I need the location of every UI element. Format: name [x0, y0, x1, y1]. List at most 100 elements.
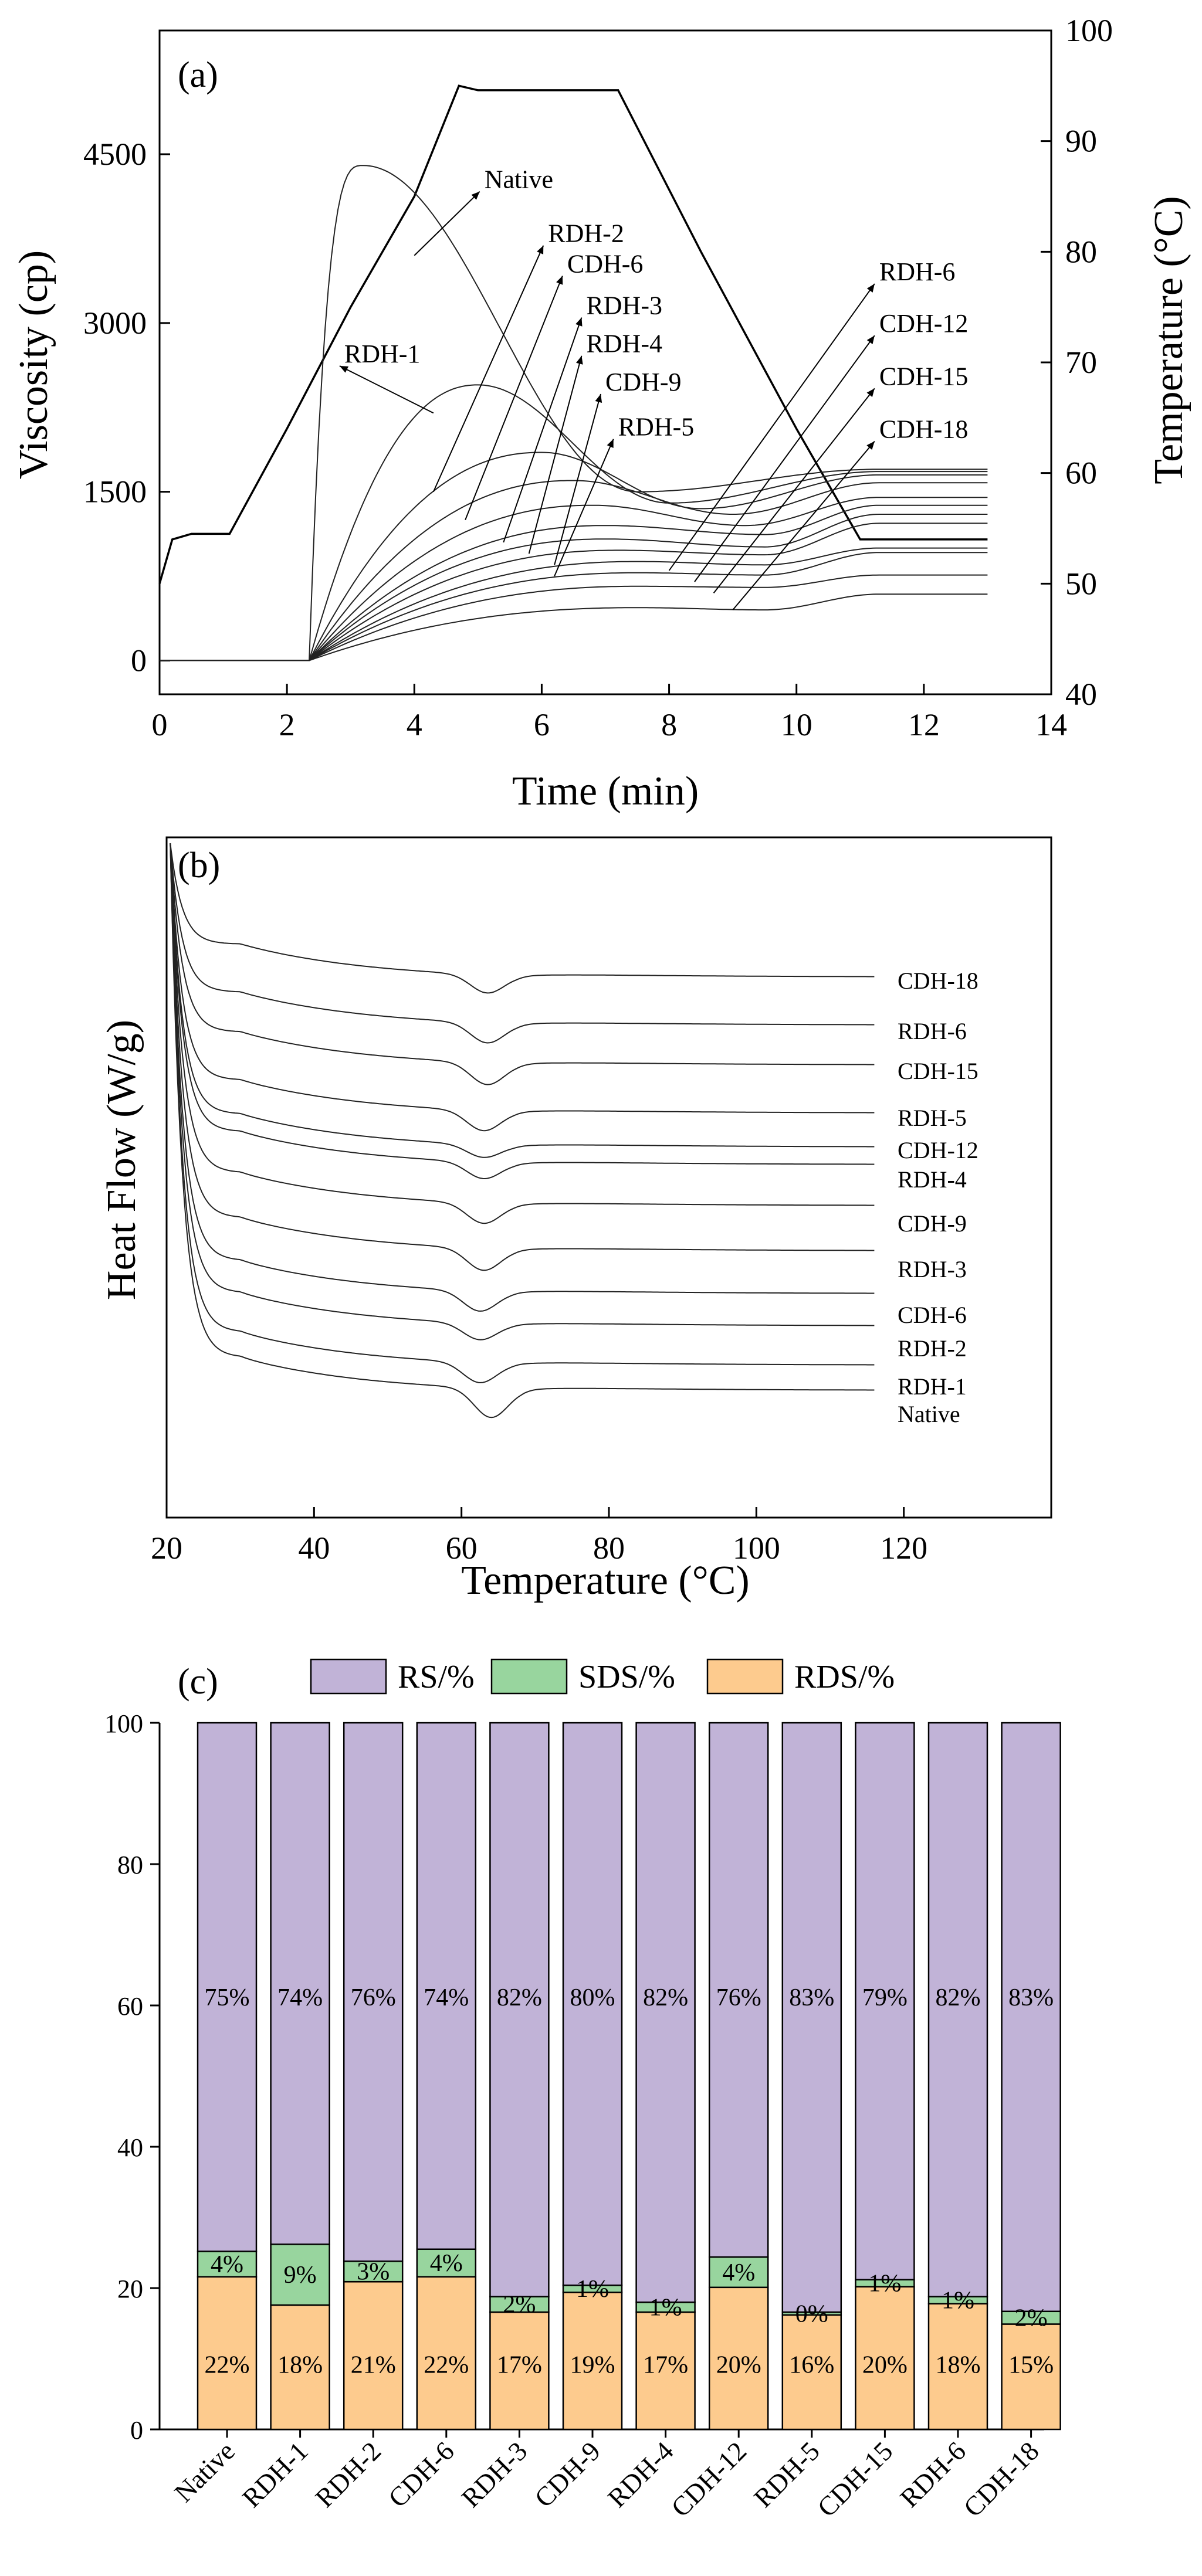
bar-data-label: 16% [789, 2352, 834, 2379]
panel-b-tag: (b) [178, 846, 220, 885]
bar-segment [489, 2296, 550, 2313]
bar-segment [708, 1722, 769, 2258]
bar-segment [416, 1722, 477, 2250]
curve-label: RDH-4 [586, 330, 662, 358]
bar-data-label: 76% [716, 1984, 761, 2011]
curve-leader-line [668, 283, 875, 571]
panel-a-ylabel: Viscosity (cp) [11, 250, 56, 479]
viscosity-curve [160, 497, 988, 661]
bar-segment [197, 2251, 258, 2278]
curve-leader-arrowhead [866, 283, 875, 293]
panel-a-xtick-label: 4 [407, 707, 422, 742]
panel-a-viscosity: (a) 0 2 4 6 8 10 12 14 0 1500 3000 4500 40 50 60 70 80 90… [11, 13, 1191, 814]
bar-segment [927, 1722, 988, 2297]
panel-b-xtick-label: 120 [880, 1530, 927, 1566]
category-label: RDH-2 [309, 2436, 387, 2513]
dsc-curve-label: RDH-2 [898, 1335, 967, 1362]
legend-swatch [490, 1658, 568, 1695]
bar-data-label: 4% [211, 2251, 243, 2278]
dsc-curve [170, 843, 875, 1224]
curve-leader-arrowhead [866, 441, 875, 450]
bar-segment [781, 2314, 842, 2431]
panel-a-xtick-label: 8 [661, 707, 677, 742]
curve-leader-arrowhead [537, 245, 544, 254]
panel-c-ytick-label: 0 [130, 2416, 143, 2445]
viscosity-curve [160, 522, 988, 661]
viscosity-curve [160, 593, 988, 661]
temperature-line [158, 84, 988, 584]
bar-segment [270, 2244, 330, 2306]
panel-a-xtick-label: 12 [908, 707, 940, 742]
bar-segment [1001, 1722, 1061, 2313]
panel-a-y2tick-label: 80 [1065, 234, 1097, 269]
panel-a-y2tick-label: 70 [1065, 345, 1097, 380]
curve-label: CDH-15 [879, 362, 969, 391]
panel-a-xtick-label: 0 [152, 707, 168, 742]
bar-segment [343, 2260, 404, 2283]
curve-leader-arrowhead [595, 393, 602, 403]
bar-segment [855, 2286, 915, 2431]
panel-b-xtick-label: 20 [151, 1530, 182, 1566]
viscosity-curve [160, 384, 988, 661]
temperature-curve [158, 84, 988, 584]
bar-data-label: 22% [424, 2352, 469, 2379]
bar-segment [708, 2286, 769, 2431]
curve-leader-line [732, 440, 875, 610]
panel-c-ytick-label: 80 [117, 1851, 143, 1879]
panel-b-xtick-label: 60 [446, 1530, 478, 1566]
curve-leader-arrowhead [866, 388, 875, 398]
bar-data-label: 83% [1008, 1984, 1054, 2011]
curve-leader-line [465, 276, 563, 520]
bar-segment [416, 2276, 477, 2431]
bar-data-label: 83% [789, 1984, 834, 2011]
panel-a-ytick-label: 0 [131, 643, 147, 678]
bar-segment [343, 2280, 404, 2431]
curve-leader-arrowhead [866, 335, 875, 345]
viscosity-curve [160, 504, 988, 661]
panel-a-xtick-label: 2 [279, 707, 295, 742]
viscosity-curve [160, 480, 988, 661]
dsc-curve-label: CDH-9 [898, 1210, 967, 1237]
curve-leader-arrowhead [575, 317, 583, 327]
curve-leader-line [503, 317, 583, 543]
bar-segment [343, 1722, 404, 2262]
legend-swatch [310, 1658, 387, 1695]
panel-a-y2tick-label: 100 [1065, 13, 1113, 48]
dsc-curve-label: RDH-6 [898, 1018, 967, 1044]
curve-label: CDH-9 [605, 368, 682, 396]
legend-label: RS/% [398, 1659, 475, 1695]
bar-data-label: 1% [576, 2276, 609, 2303]
dsc-curve-label: RDH-5 [898, 1105, 967, 1131]
panel-a-xlabel: Time (min) [512, 769, 699, 814]
curve-label: RDH-5 [618, 413, 695, 442]
viscosity-curves [160, 165, 988, 661]
panel-a-y2tick-label: 60 [1065, 456, 1097, 491]
bar-data-label: 3% [357, 2259, 390, 2286]
dsc-curves [170, 843, 875, 1418]
curve-leader-arrowhead [556, 276, 563, 285]
bar-segment [416, 2248, 477, 2278]
panel-b-ylabel: Heat Flow (W/g) [99, 1020, 144, 1300]
bar-segment [489, 2311, 550, 2431]
panel-b-xtick-label: 40 [298, 1530, 330, 1566]
bar-data-label: 2% [1015, 2305, 1048, 2332]
curve-leader-line [339, 365, 434, 414]
panel-c-ytick-label: 100 [104, 1709, 143, 1738]
bar-data-label: 19% [570, 2352, 615, 2379]
panel-c-bars: 22% 4% 75% 18% 9% 74% 21% 3% 76% 22% 4% 74% 17% 2% 82%… [197, 1722, 1061, 2431]
bar-segment [197, 1722, 258, 2252]
category-label: CDH-12 [665, 2436, 752, 2523]
bar-data-label: 82% [643, 1984, 688, 2011]
category-label: RDH-1 [236, 2436, 314, 2513]
legend-swatch [706, 1658, 784, 1695]
bar-data-label: 4% [430, 2250, 463, 2277]
viscosity-curve [160, 574, 988, 661]
panel-a-ytick-label: 3000 [83, 306, 147, 341]
dsc-curve [170, 843, 875, 1044]
dsc-curve-label: CDH-18 [898, 968, 978, 994]
curve-leader-arrowhead [576, 355, 583, 365]
panel-b-ticks: 20 40 60 80 100 120 [151, 1507, 927, 1566]
bar-data-label: 17% [643, 2352, 688, 2379]
category-label: Native [168, 2436, 241, 2508]
